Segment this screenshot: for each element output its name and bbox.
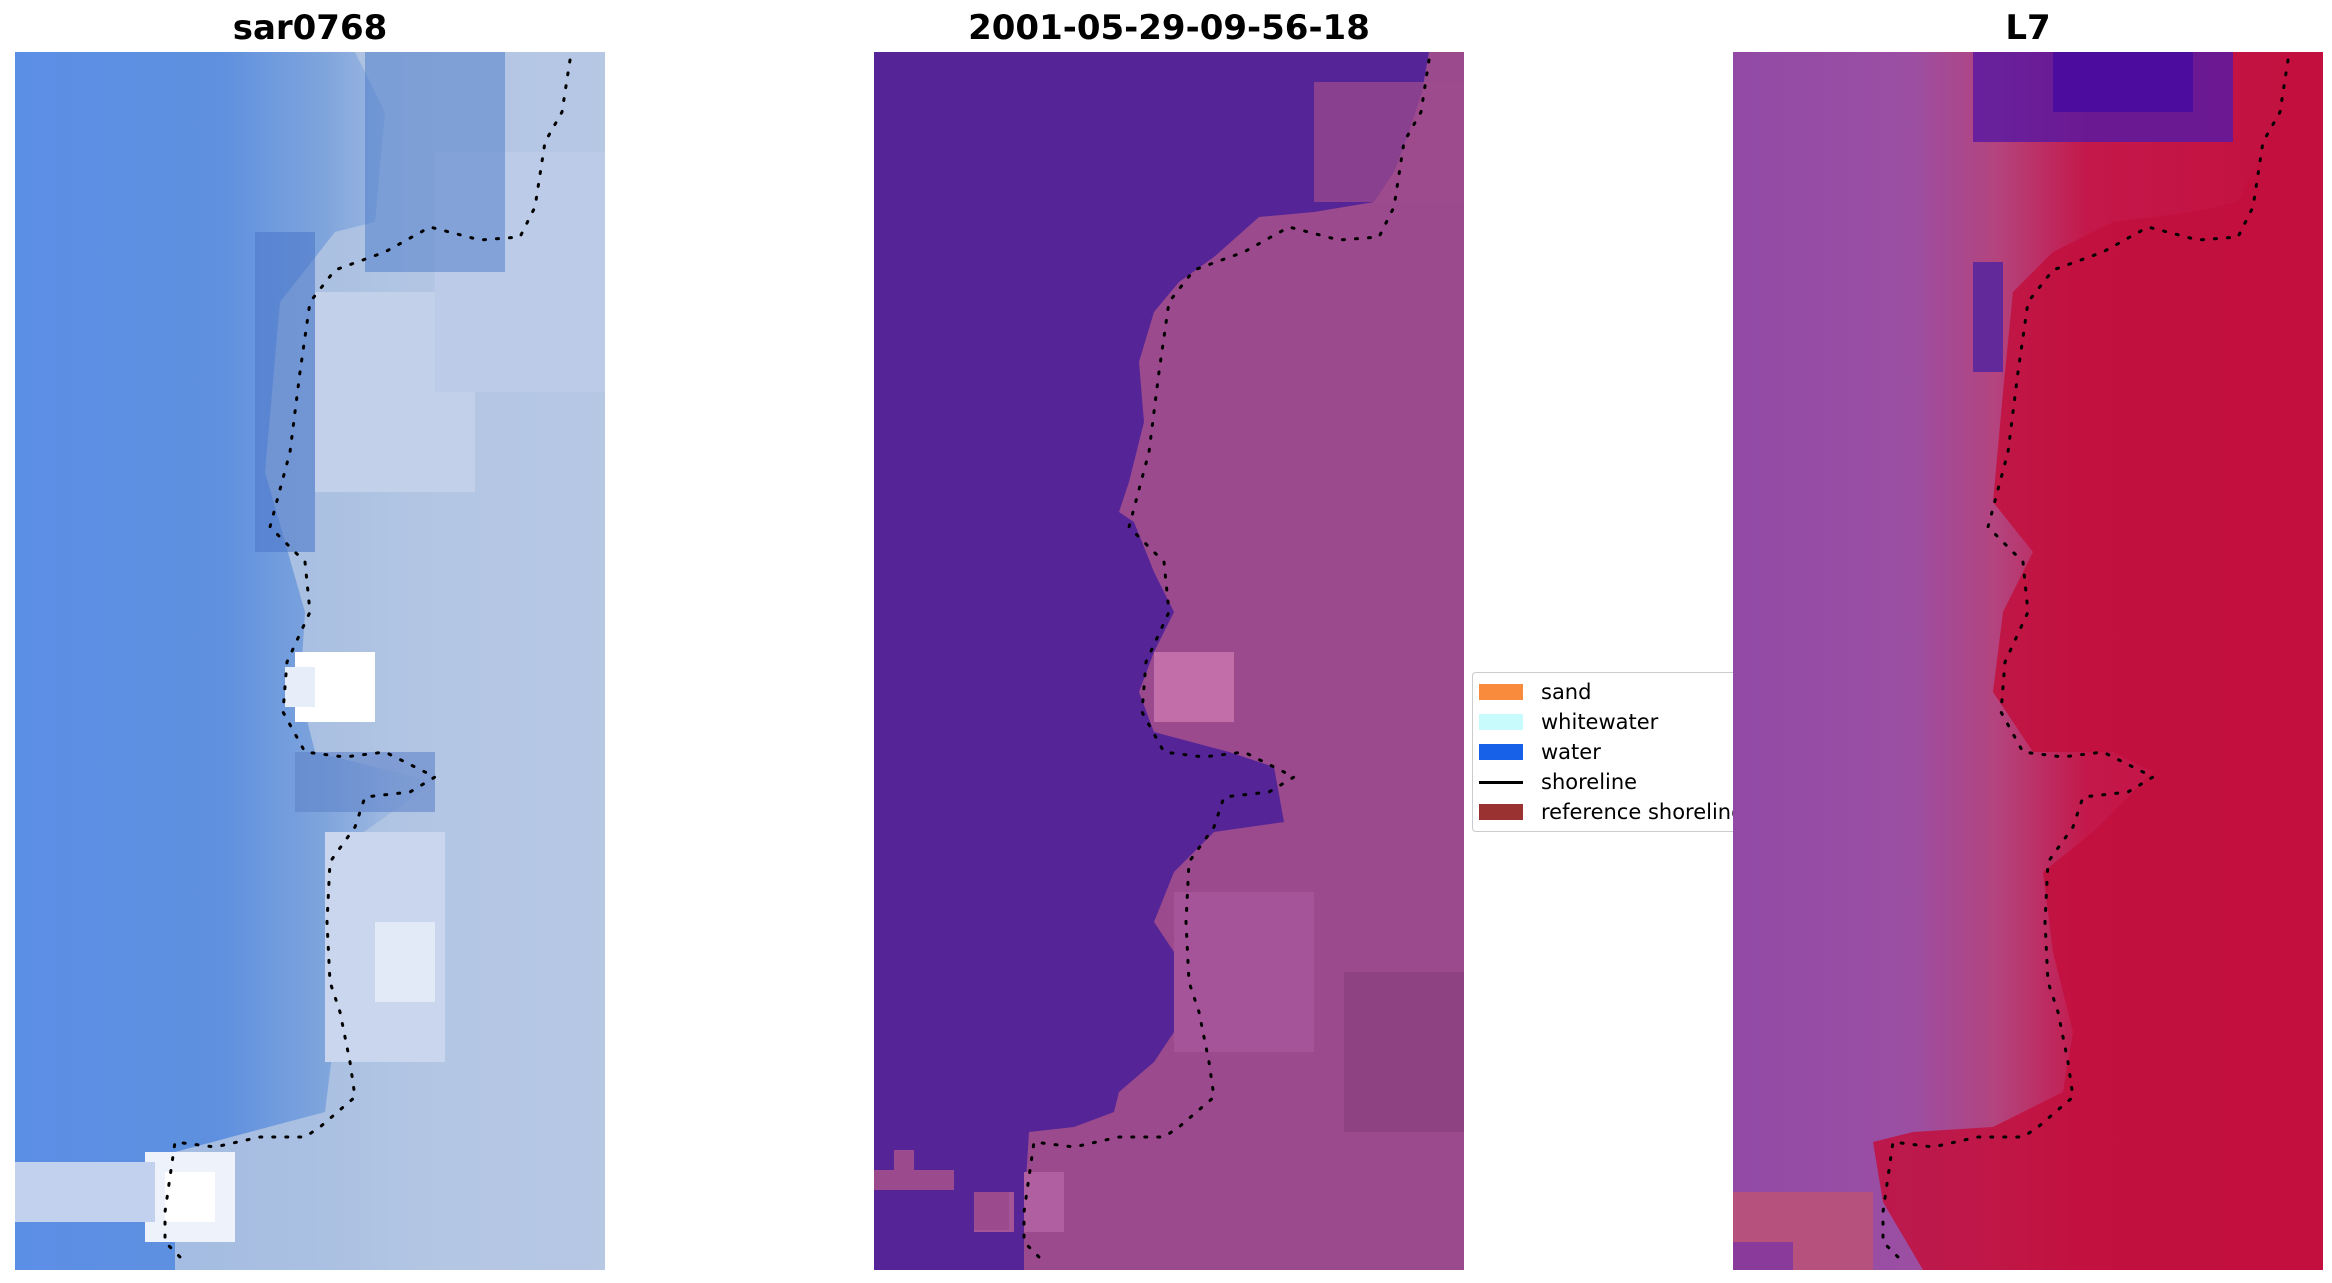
legend-label: reference shoreline: [1541, 800, 1733, 824]
index-image-panel: [1733, 52, 2323, 1270]
legend-item-shoreline: shoreline: [1473, 767, 1733, 797]
legend-item-reference-shoreline: reference shoreline: [1473, 797, 1733, 827]
classified-image-panel: [874, 52, 1464, 1270]
legend-swatch-whitewater: [1479, 714, 1523, 730]
panel-title-rgb: sar0768: [232, 8, 388, 48]
index-image: [1733, 52, 2323, 1270]
classified-image: [874, 52, 1464, 1270]
panel-title-index: L7: [2005, 8, 2051, 48]
legend: sand whitewater water shoreline referenc…: [1472, 672, 1733, 832]
legend-label: water: [1541, 740, 1601, 764]
panel-title-classified: 2001-05-29-09-56-18: [968, 8, 1370, 48]
legend-item-water: water: [1473, 737, 1733, 767]
rgb-image: [15, 52, 605, 1270]
legend-swatch-water: [1479, 744, 1523, 760]
legend-item-sand: sand: [1473, 677, 1733, 707]
legend-item-whitewater: whitewater: [1473, 707, 1733, 737]
legend-label: sand: [1541, 680, 1592, 704]
legend-swatch-sand: [1479, 684, 1523, 700]
legend-swatch-reference-shoreline: [1479, 804, 1523, 820]
legend-line-shoreline: [1479, 781, 1523, 784]
legend-label: shoreline: [1541, 770, 1638, 794]
rgb-image-panel: [15, 52, 605, 1270]
legend-label: whitewater: [1541, 710, 1659, 734]
